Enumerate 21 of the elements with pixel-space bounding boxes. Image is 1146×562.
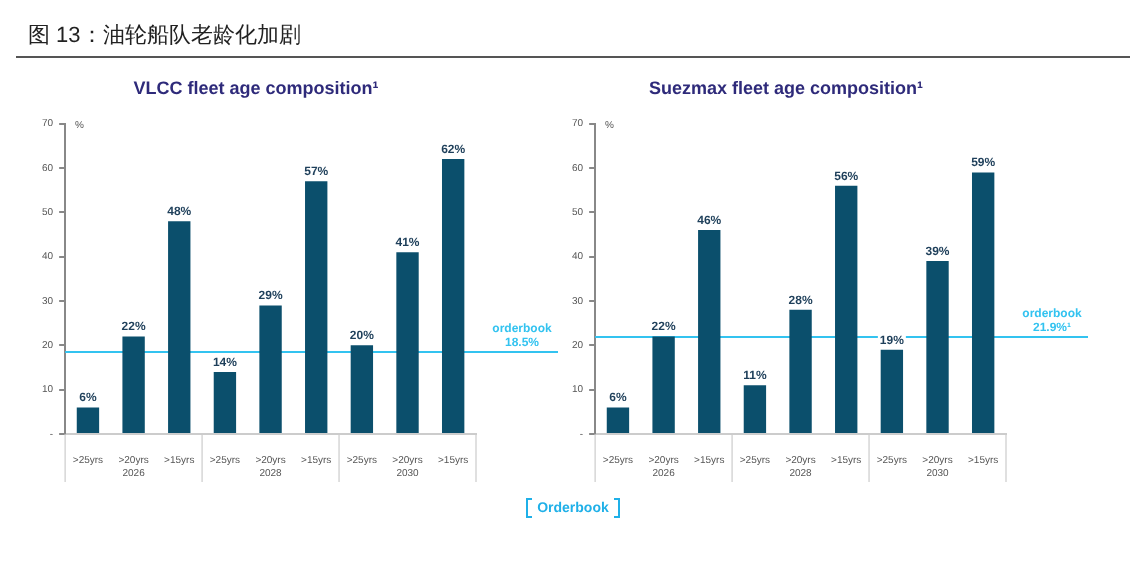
bar [213,371,237,433]
bar [122,336,145,433]
bar [396,252,419,433]
chart-title: Suezmax fleet age composition¹ [648,77,924,98]
chart-title: VLCC fleet age composition¹ [133,77,379,98]
bar [971,172,995,433]
bar [441,159,465,433]
bar [789,309,812,433]
bar [350,345,374,433]
bar [606,407,630,433]
bar [76,407,100,433]
bar [835,185,858,433]
bar [305,181,328,433]
bar [168,221,191,433]
bar [743,385,767,433]
bar [259,305,282,433]
bar [880,349,904,433]
bar [698,230,721,433]
bar [652,336,675,433]
caption: 图 13：油轮船队老龄化加剧 [16,16,1130,58]
bar [926,261,949,433]
